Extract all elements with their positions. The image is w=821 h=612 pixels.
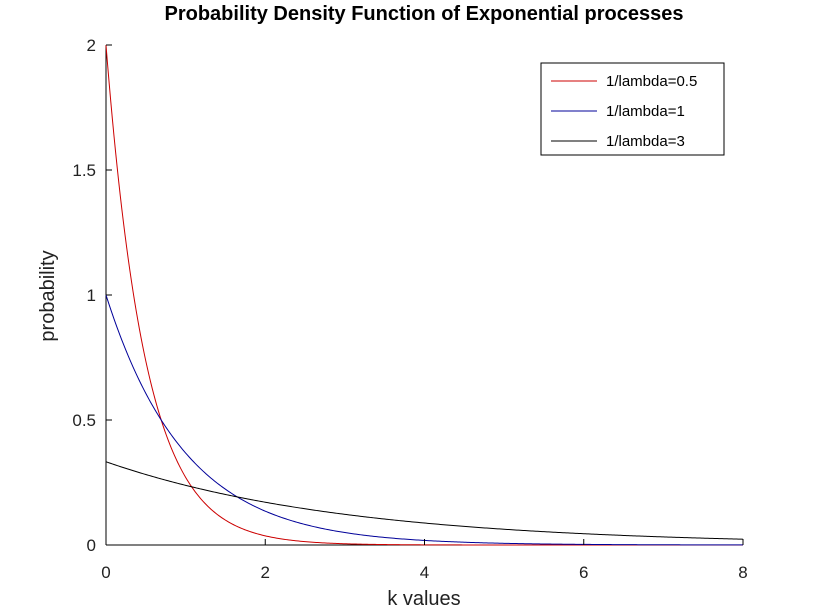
ticks-layer: 0 2 4 6 8 0 0.5 1 1.5 2 xyxy=(72,36,747,582)
chart-title: Probability Density Function of Exponent… xyxy=(165,3,684,25)
y-tick-label: 0 xyxy=(87,536,96,555)
x-tick-label: 2 xyxy=(261,563,270,582)
legend-box xyxy=(540,62,725,156)
legend-label-1: 1/lambda=0.5 xyxy=(606,73,697,90)
x-tick-label: 0 xyxy=(101,563,110,582)
y-tick-label: 1.5 xyxy=(72,161,96,180)
series-line-2 xyxy=(105,294,744,546)
x-tick-label: 4 xyxy=(420,563,429,582)
series-line-3 xyxy=(105,461,744,540)
x-axis-label: k values xyxy=(387,588,460,610)
y-tick-label: 2 xyxy=(87,36,96,55)
legend-label-3: 1/lambda=3 xyxy=(606,133,685,150)
legend-label-2: 1/lambda=1 xyxy=(606,103,685,120)
x-tick-label: 6 xyxy=(579,563,588,582)
y-tick-label: 1 xyxy=(87,286,96,305)
x-tick-label: 8 xyxy=(738,563,747,582)
y-axis-label: probability xyxy=(37,250,59,341)
legend: 1/lambda=0.5 1/lambda=1 1/lambda=3 xyxy=(540,62,725,156)
y-tick-label: 0.5 xyxy=(72,411,96,430)
